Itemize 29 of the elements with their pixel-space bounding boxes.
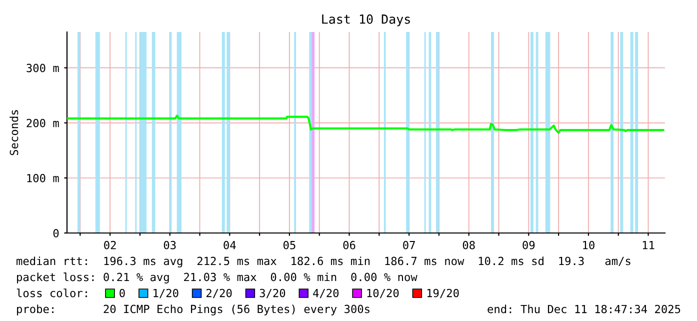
legend-label: 19/20 [427,288,459,298]
x-tick-label: 05 [283,240,296,250]
y-tick-label: 100 m [27,174,59,182]
x-tick-label: 04 [224,240,236,250]
chart-title: Last 10 Days [322,14,410,26]
y-axis-title: Seconds [10,110,18,156]
text: median rtt: 196.3 ms avg 212.5 ms max 182.6 ms min 186.7 ms now 10.2 ms sd 19.3 am/s [16,256,630,268]
x-tick-label: 07 [403,240,415,250]
x-tick-label: 06 [343,240,356,250]
x-tick-label: 10 [583,240,594,250]
x-tick-label: 09 [522,240,535,250]
y-tick-label: 200 m [26,118,59,128]
y-tick-label: 300 m [26,64,59,72]
legend-label: 0 [120,288,125,298]
x-tick-label: 08 [462,240,475,250]
text: loss color: [16,288,87,298]
legend-label: 4/20 [313,288,339,298]
text: end: Thu Dec 11 18:47:34 2025 [488,304,680,314]
legend-label: 2/20 [206,288,232,298]
x-tick-label: 02 [104,240,116,250]
legend-label: 3/20 [260,288,286,298]
line-series [67,114,664,134]
x-tick-label: 11 [642,241,654,250]
text: packet loss: 0.21 % avg 21.03 % max 0.00 % min 0.00 % now [17,272,418,284]
legend-label: 1/20 [154,288,178,298]
x-tick-label: 03 [164,240,176,250]
y-tick-label: 0 [53,229,59,238]
text: probe: 20 ICMP Echo Pings (56 Bytes) every 300s [17,304,370,316]
legend-label: 10/20 [367,288,399,298]
